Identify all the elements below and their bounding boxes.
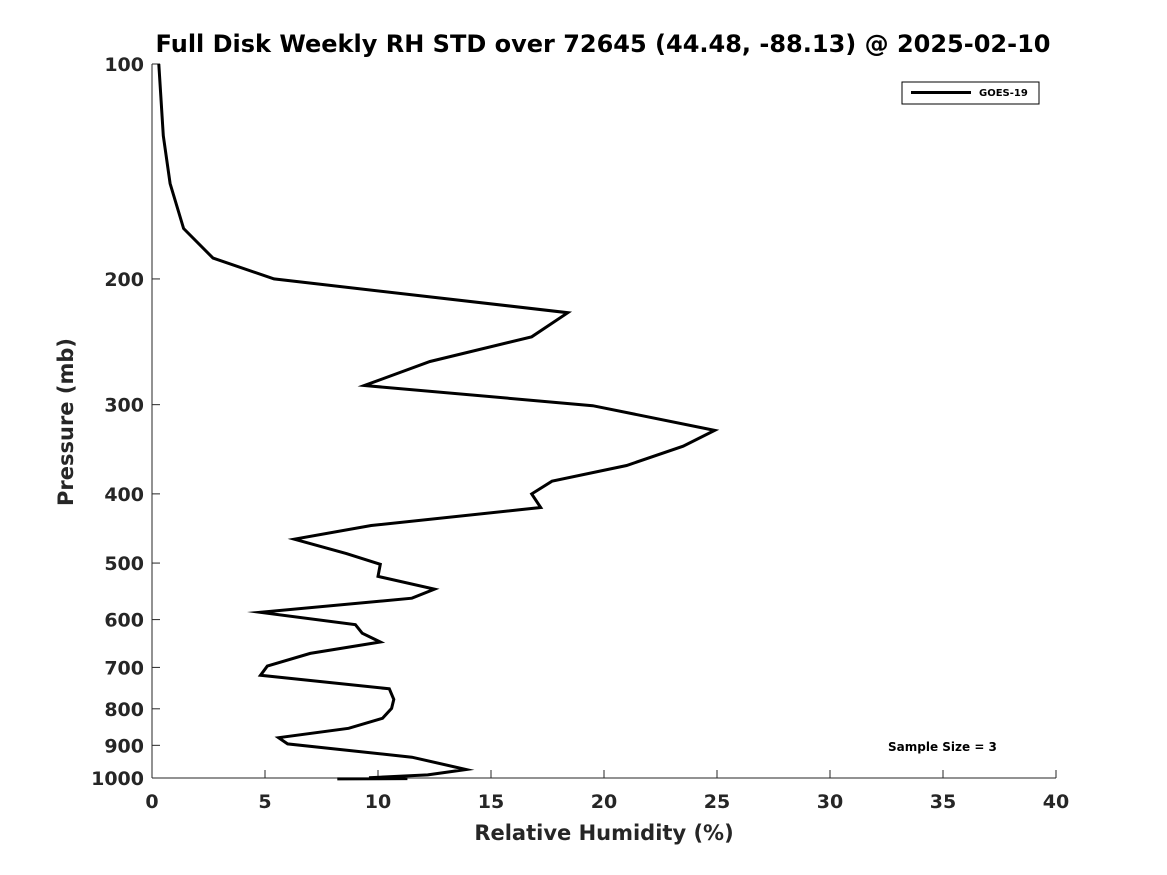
y-tick-label: 700 — [104, 657, 144, 679]
x-tick-label: 15 — [478, 791, 504, 813]
x-tick-label: 0 — [145, 791, 158, 813]
y-tick-label: 900 — [104, 735, 144, 757]
x-tick-label: 5 — [258, 791, 271, 813]
y-tick-label: 400 — [104, 484, 144, 506]
sample-size-annotation: Sample Size = 3 — [888, 740, 997, 754]
x-axis-label: Relative Humidity (%) — [474, 821, 733, 845]
y-tick-label: 500 — [104, 553, 144, 575]
x-tick-label: 40 — [1043, 791, 1069, 813]
series-group — [157, 63, 720, 781]
axes: 0 5 10 15 20 25 30 35 40 100 200 300 400 500 600 700 800… — [91, 54, 1069, 813]
y-tick-label: 100 — [104, 54, 144, 76]
y-tick-label: 800 — [104, 699, 144, 721]
y-axis-label: Pressure (mb) — [54, 338, 78, 506]
x-tick-label: 10 — [365, 791, 391, 813]
x-tick-label: 30 — [817, 791, 843, 813]
y-tick-label: 200 — [104, 269, 144, 291]
x-tick-label: 20 — [591, 791, 617, 813]
y-tick-label: 300 — [104, 395, 144, 417]
y-tick-label: 1000 — [91, 768, 144, 790]
y-tick-label: 600 — [104, 610, 144, 632]
x-tick-label: 35 — [930, 791, 956, 813]
legend-label: GOES-19 — [979, 88, 1028, 99]
series-line-goes-19 — [157, 63, 720, 781]
chart-title: Full Disk Weekly RH STD over 72645 (44.4… — [156, 30, 1051, 58]
x-tick-label: 25 — [704, 791, 730, 813]
legend: GOES-19 — [901, 81, 1040, 105]
